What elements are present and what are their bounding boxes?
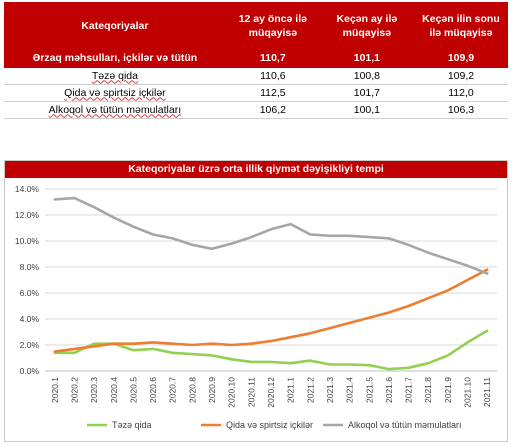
x-tick-label: 2020.7 bbox=[168, 377, 178, 403]
x-tick-label: 2020.1 bbox=[50, 377, 60, 403]
x-tick-label: 2020.10 bbox=[227, 377, 237, 408]
y-tick-label: 12.0% bbox=[15, 210, 40, 220]
x-tick-label: 2021.7 bbox=[404, 377, 414, 403]
cell-12-months: 112,5 bbox=[225, 84, 320, 102]
y-tick-label: 6.0% bbox=[20, 288, 40, 298]
legend-label: Təzə qida bbox=[112, 420, 152, 430]
cell-last-month: 100,8 bbox=[319, 67, 414, 85]
y-tick-label: 4.0% bbox=[20, 314, 40, 324]
x-tick-label: 2021.4 bbox=[345, 377, 355, 403]
table-row: Ərzaq məhsulları, içkilər və tütün 110,7… bbox=[4, 50, 508, 68]
y-tick-label: 14.0% bbox=[15, 184, 40, 194]
header-last-month: Keçən ay ilə müqayisə bbox=[319, 2, 414, 50]
cell-last-month: 101,1 bbox=[319, 50, 414, 68]
x-tick-label: 2020.4 bbox=[109, 377, 119, 403]
x-tick-label: 2021.8 bbox=[423, 377, 433, 403]
cell-year-end: 112,0 bbox=[413, 84, 508, 102]
cell-last-month: 101,7 bbox=[319, 84, 414, 102]
cell-year-end: 106,3 bbox=[413, 101, 508, 119]
x-tick-label: 2021.10 bbox=[463, 377, 473, 408]
summary-table: Kateqoriyalar 12 ay öncə ilə müqayisə Ke… bbox=[4, 2, 508, 119]
row-label: Ərzaq məhsulları, içkilər və tütün bbox=[4, 50, 226, 68]
y-tick-label: 0.0% bbox=[20, 366, 40, 376]
row-label: Təzə qida bbox=[4, 67, 226, 85]
x-tick-label: 2021.11 bbox=[482, 377, 492, 407]
x-tick-label: 2020.5 bbox=[128, 377, 138, 403]
legend-label: Alkoqol və tütün məmulatları bbox=[348, 420, 462, 430]
cell-last-month: 100,1 bbox=[319, 101, 414, 119]
x-tick-label: 2021.3 bbox=[325, 377, 335, 403]
cell-year-end: 109,9 bbox=[413, 50, 508, 68]
cell-12-months: 106,2 bbox=[225, 101, 320, 119]
y-tick-label: 8.0% bbox=[20, 262, 40, 272]
series-line bbox=[53, 268, 489, 353]
x-tick-label: 2021.9 bbox=[443, 377, 453, 403]
row-label: Qida və spirtsiz içkilər bbox=[4, 84, 226, 102]
x-tick-label: 2020.11 bbox=[246, 377, 256, 407]
x-tick-label: 2021.1 bbox=[286, 377, 296, 403]
x-tick-label: 2020.2 bbox=[69, 377, 79, 403]
table-row: Qida və spirtsiz içkilər 112,5 101,7 112… bbox=[4, 84, 508, 102]
chart-container: 0.0% 2.0% 4.0% 6.0% 8.0% 10.0% 12.0% 14.0% 2020.… bbox=[4, 160, 508, 442]
x-tick-label: 2020.9 bbox=[207, 377, 217, 403]
y-tick-label: 10.0% bbox=[15, 236, 40, 246]
table-row: Təzə qida 110,6 100,8 109,2 bbox=[4, 67, 508, 85]
series-line bbox=[53, 329, 489, 371]
header-12-months: 12 ay öncə ilə müqayisə bbox=[225, 2, 320, 50]
x-tick-label: 2021.5 bbox=[364, 377, 374, 403]
chart-title: Kateqoriyalar üzrə orta illik qiymət dəy… bbox=[5, 161, 507, 178]
series-line bbox=[53, 196, 489, 275]
x-tick-label: 2020.8 bbox=[187, 377, 197, 403]
y-tick-label: 2.0% bbox=[20, 340, 40, 350]
table-header-row: Kateqoriyalar 12 ay öncə ilə müqayisə Ke… bbox=[4, 2, 508, 50]
row-label-text: Alkoqol və tütün məmulatları bbox=[48, 103, 182, 116]
cell-year-end: 109,2 bbox=[413, 67, 508, 85]
line-chart: 0.0% 2.0% 4.0% 6.0% 8.0% 10.0% 12.0% 14.0% 2020.… bbox=[15, 184, 497, 430]
x-tick-label: 2021.6 bbox=[384, 377, 394, 403]
x-tick-label: 2021.2 bbox=[305, 377, 315, 403]
header-categories: Kateqoriyalar bbox=[4, 2, 226, 50]
cell-12-months: 110,6 bbox=[225, 67, 320, 85]
x-tick-label: 2020.3 bbox=[89, 377, 99, 403]
row-label: Alkoqol və tütün məmulatları bbox=[4, 101, 226, 119]
legend-label: Qida və spirtsiz içkilər bbox=[226, 420, 313, 430]
row-label-text: Qida və spirtsiz içkilər bbox=[64, 86, 166, 99]
x-tick-label: 2020.6 bbox=[148, 377, 158, 403]
cell-12-months: 110,7 bbox=[225, 50, 320, 68]
header-year-end: Keçən ilin sonu ilə müqayisə bbox=[413, 2, 508, 50]
table-row: Alkoqol və tütün məmulatları 106,2 100,1… bbox=[4, 101, 508, 119]
x-tick-label: 2020.12 bbox=[266, 377, 276, 408]
row-label-text: Təzə qida bbox=[91, 69, 138, 82]
